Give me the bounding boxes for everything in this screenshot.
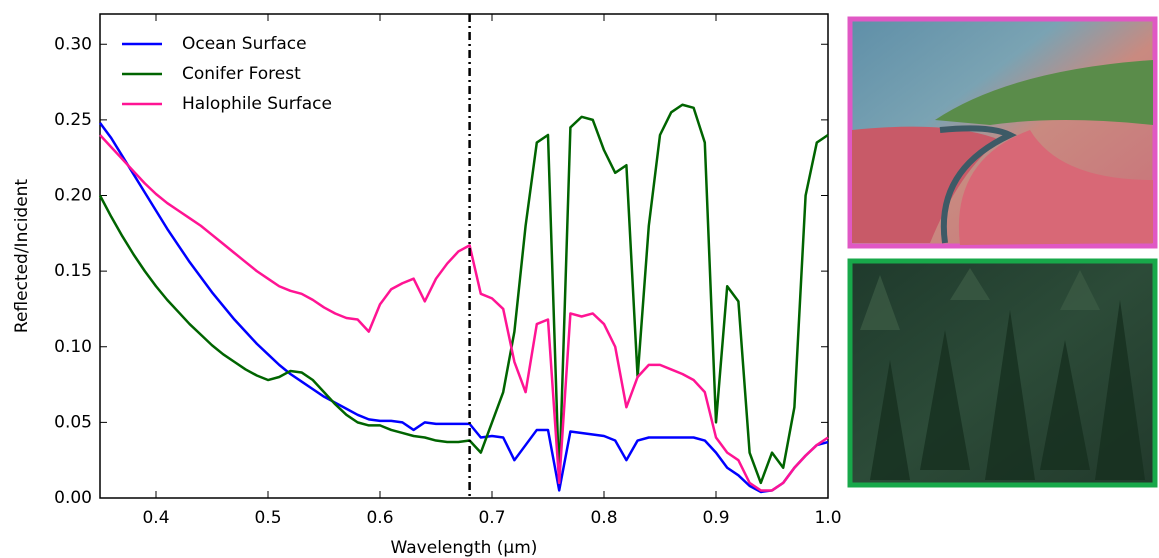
x-tick-label: 1.0 [814, 508, 841, 528]
y-tick-label: 0.15 [54, 261, 92, 281]
series-line [98, 122, 829, 494]
y-tick-label: 0.25 [54, 110, 92, 130]
x-tick-label: 0.8 [590, 508, 617, 528]
series-line [98, 103, 829, 485]
x-tick-label: 0.7 [478, 508, 505, 528]
y-tick-label: 0.10 [54, 337, 92, 357]
y-tick-label: 0.30 [54, 34, 92, 54]
y-tick-label: 0.20 [54, 186, 92, 206]
x-tick-label: 0.6 [366, 508, 393, 528]
x-tick-label: 0.4 [142, 508, 169, 528]
halophile-photo [847, 16, 1158, 249]
x-axis-label: Wavelength (μm) [391, 538, 538, 558]
y-tick-label: 0.00 [54, 488, 92, 508]
y-tick-label: 0.05 [54, 412, 92, 432]
series-line [99, 134, 829, 492]
plot-frame [99, 13, 829, 499]
x-tick-label: 0.5 [254, 508, 281, 528]
legend-label: Halophile Surface [182, 94, 332, 114]
legend-label: Conifer Forest [182, 64, 301, 84]
x-tick-label: 0.9 [702, 508, 729, 528]
forest-photo [847, 258, 1158, 488]
y-axis-label: Reflected/Incident [12, 179, 32, 334]
legend-label: Ocean Surface [182, 34, 307, 54]
